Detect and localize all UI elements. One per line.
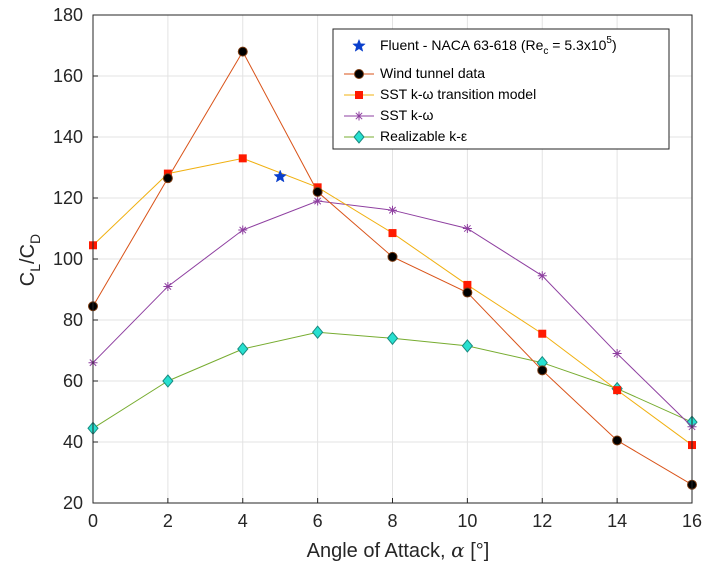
y-tick-label: 180 (53, 5, 83, 25)
y-tick-label: 100 (53, 249, 83, 269)
data-point (462, 340, 472, 352)
data-point (539, 330, 546, 337)
data-point (388, 332, 398, 344)
y-tick-label: 20 (63, 493, 83, 513)
legend-entry-sst: SST k-ω (380, 107, 434, 123)
data-point (313, 187, 322, 196)
legend-entry-wind-tunnel: Wind tunnel data (380, 65, 485, 81)
data-point (389, 230, 396, 237)
x-tick-label: 2 (163, 511, 173, 531)
legend-entry-realizable: Realizable k-ε (380, 128, 467, 144)
y-axis-label: CL/CD (17, 234, 43, 286)
x-tick-label: 8 (387, 511, 397, 531)
y-tick-label: 80 (63, 310, 83, 330)
data-point (313, 326, 323, 338)
x-tick-label: 6 (313, 511, 323, 531)
data-point (313, 197, 322, 206)
data-point (614, 387, 621, 394)
data-point (464, 281, 471, 288)
data-point (239, 155, 246, 162)
legend: Fluent - NACA 63-618 (Rec = 5.3x105) Win… (333, 29, 669, 149)
data-point (238, 47, 247, 56)
data-point (238, 343, 248, 355)
legend-marker (355, 112, 364, 121)
x-tick-label: 0 (88, 511, 98, 531)
data-point (274, 170, 286, 182)
legend-marker (355, 70, 364, 79)
data-point (538, 366, 547, 375)
legend-marker (356, 92, 363, 99)
y-tick-label: 160 (53, 66, 83, 86)
y-tick-label: 120 (53, 188, 83, 208)
data-point (463, 288, 472, 297)
x-axis-label: Angle of Attack, α [°] (307, 538, 490, 562)
x-tick-label: 4 (238, 511, 248, 531)
data-point (163, 174, 172, 183)
data-point (238, 226, 247, 235)
x-tick-label: 12 (532, 511, 552, 531)
data-point (538, 271, 547, 280)
y-tick-label: 40 (63, 432, 83, 452)
x-tick-label: 10 (457, 511, 477, 531)
data-point (388, 252, 397, 261)
legend-entry-sst-transition: SST k-ω transition model (380, 86, 536, 102)
data-point (463, 224, 472, 233)
series-0 (274, 170, 286, 182)
data-point (613, 436, 622, 445)
x-tick-label: 16 (682, 511, 702, 531)
y-tick-label: 140 (53, 127, 83, 147)
y-tick-label: 60 (63, 371, 83, 391)
data-point (388, 206, 397, 215)
data-point (163, 282, 172, 291)
data-point (163, 375, 173, 387)
x-tick-label: 14 (607, 511, 627, 531)
data-point (613, 349, 622, 358)
